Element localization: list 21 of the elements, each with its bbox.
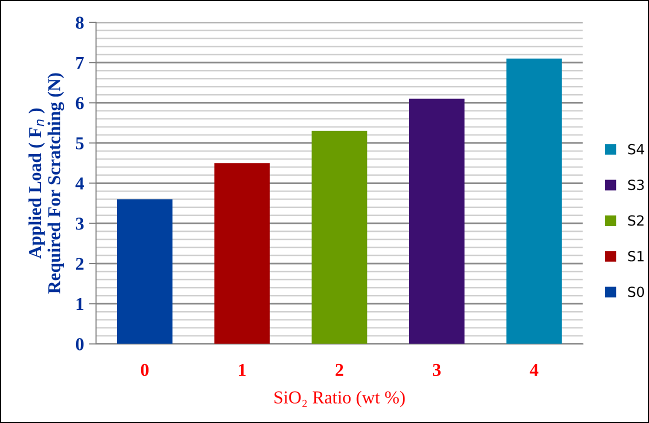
y-tick-label: 6: [76, 97, 84, 110]
legend-label: S4: [628, 144, 644, 154]
y-tick-label: 8: [76, 16, 84, 29]
y-tick-label: 4: [75, 178, 84, 190]
y-tick-label: 0: [76, 338, 84, 350]
x-tick-label: 0: [140, 364, 149, 376]
legend-label: S0: [628, 286, 644, 298]
x-tick-label: 3: [432, 364, 441, 376]
legend-label: S2: [628, 215, 644, 226]
y-tick-label: 5: [76, 137, 84, 150]
x-tick-label: 2: [336, 364, 344, 376]
y-tick-label: 3: [76, 218, 84, 230]
x-axis-title: SiO₂ Ratio (wt %): [274, 390, 405, 408]
y-tick-label: 7: [76, 57, 84, 69]
x-tick-label: 4: [530, 364, 538, 376]
legend-label: S3: [628, 180, 644, 190]
y-tick-label: 1: [76, 298, 84, 310]
legend-label: S1: [628, 250, 644, 262]
y-tick-label: 2: [76, 258, 84, 270]
y-axis-title: Applied Load ( F$_{n}$ ) Required For Scratching (N): [28, 73, 64, 294]
x-tick-label: 1: [239, 364, 246, 376]
